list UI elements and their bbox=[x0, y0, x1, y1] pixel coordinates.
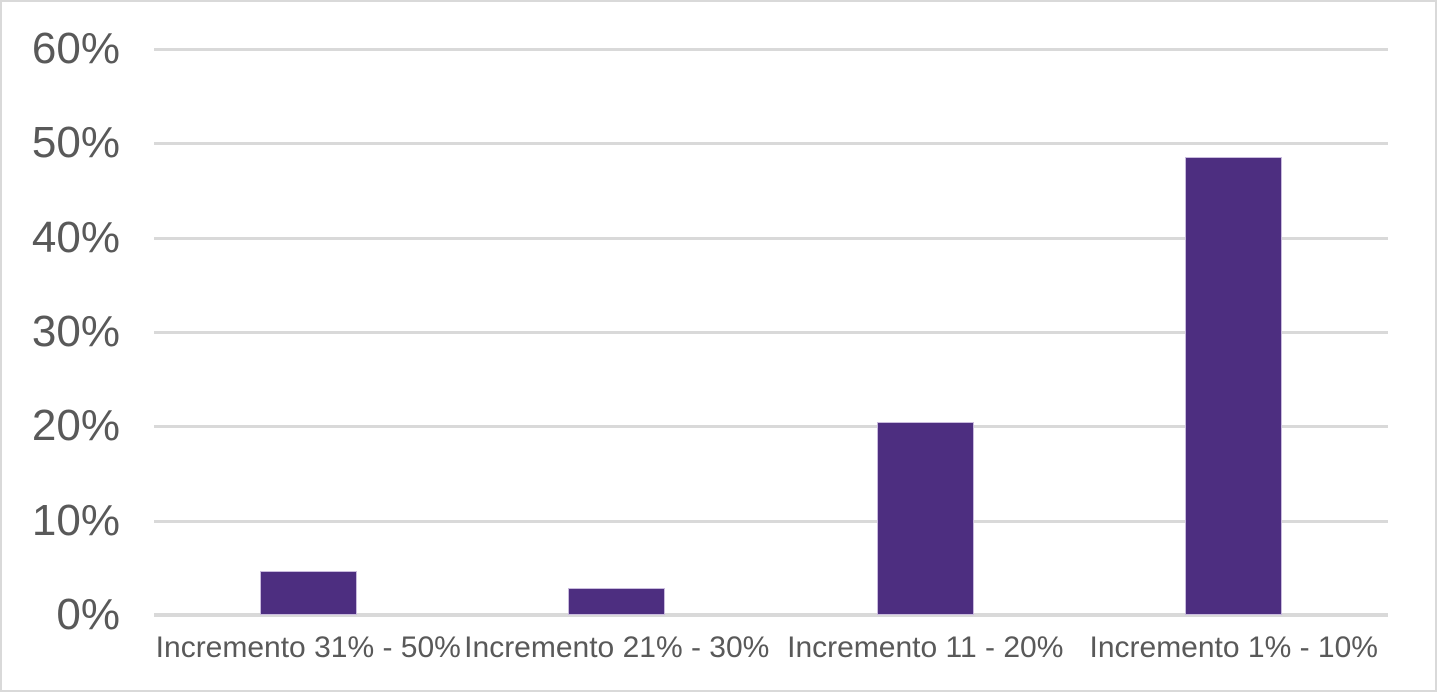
x-category-label: Incremento 11 - 20% bbox=[787, 631, 1064, 664]
y-tick-label: 20% bbox=[31, 401, 120, 451]
bar-3 bbox=[876, 421, 974, 615]
bar-1 bbox=[259, 570, 357, 615]
x-category-label: Incremento 21% - 30% bbox=[464, 631, 770, 664]
y-tick-label: 40% bbox=[31, 212, 120, 262]
gridline bbox=[154, 331, 1388, 334]
gridline bbox=[154, 142, 1388, 146]
plot-area bbox=[154, 48, 1388, 617]
bar-4 bbox=[1185, 157, 1283, 615]
gridline bbox=[154, 425, 1388, 429]
gridline bbox=[154, 236, 1388, 240]
gridline bbox=[154, 48, 1388, 51]
y-tick-label: 30% bbox=[31, 307, 120, 356]
gridline bbox=[154, 519, 1388, 523]
bar-2 bbox=[568, 587, 666, 615]
y-tick-label: 60% bbox=[31, 24, 120, 73]
x-category-label: Incremento 1% - 10% bbox=[1089, 631, 1378, 664]
x-category-label: Incremento 31% - 50% bbox=[155, 631, 461, 664]
x-axis-line bbox=[154, 613, 1388, 617]
y-tick-label: 10% bbox=[31, 495, 120, 545]
y-tick-label: 0% bbox=[56, 590, 120, 639]
y-tick-label: 50% bbox=[31, 118, 120, 168]
